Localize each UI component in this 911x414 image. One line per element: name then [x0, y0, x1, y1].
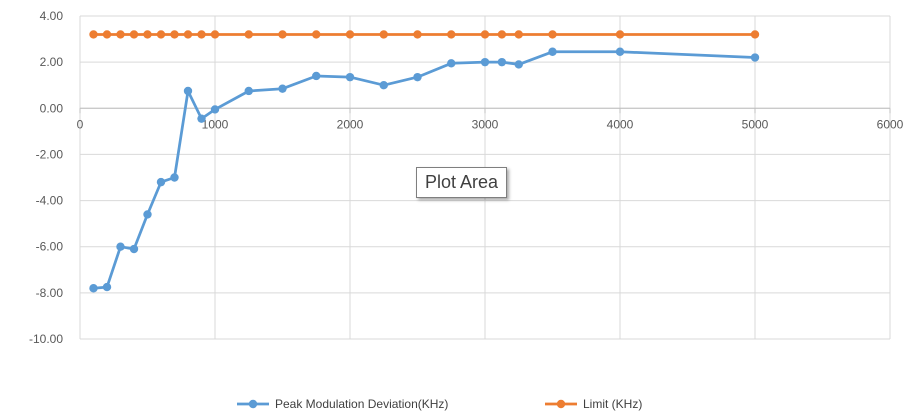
y-tick-label: -6.00 [36, 240, 64, 254]
x-tick-label: 6000 [877, 117, 904, 131]
x-axis: 0 1000 2000 3000 4000 5000 6000 [77, 107, 904, 131]
data-point [116, 242, 125, 251]
data-point [514, 60, 523, 69]
data-point [413, 72, 422, 82]
legend-marker-0 [248, 399, 258, 409]
data-point [156, 177, 166, 187]
data-point [183, 86, 193, 96]
data-point [413, 30, 422, 39]
y-tick-label: -8.00 [36, 286, 64, 300]
data-point [89, 30, 98, 39]
data-point [183, 30, 193, 39]
data-point [750, 53, 760, 62]
data-point [345, 72, 355, 82]
plot-area-tooltip: Plot Area [416, 167, 508, 198]
data-point [278, 30, 287, 39]
data-point [210, 105, 220, 114]
data-point [497, 30, 507, 39]
data-point [497, 57, 507, 67]
data-point [312, 71, 321, 81]
data-point [244, 30, 253, 39]
data-point [514, 30, 523, 39]
y-tick-label: -2.00 [36, 147, 64, 161]
legend-marker-1 [556, 399, 566, 409]
data-point [615, 47, 625, 56]
y-axis-tick-labels: 4.00 2.00 0.00 -2.00 -4.00 -6.00 -8.00 -10.00 [29, 9, 63, 346]
x-tick-label: 5000 [742, 117, 769, 131]
legend-label-1: Limit (KHz) [583, 397, 642, 411]
x-tick-label: 0 [77, 117, 84, 131]
data-point [750, 30, 760, 39]
legend: Peak Modulation Deviation(KHz) Limit (KHz… [237, 397, 642, 411]
data-point [548, 47, 557, 56]
y-tick-label: -10.00 [29, 332, 63, 346]
data-point [278, 84, 287, 93]
data-point [170, 30, 179, 39]
data-point [143, 210, 152, 219]
x-tick-label: 4000 [607, 117, 634, 131]
data-point [615, 30, 625, 39]
y-tick-label: 0.00 [40, 101, 64, 115]
y-tick-label: 4.00 [40, 9, 64, 23]
data-point [102, 282, 112, 292]
series-group [89, 30, 760, 293]
legend-label-0: Peak Modulation Deviation(KHz) [275, 397, 448, 411]
data-point [379, 81, 388, 90]
data-point [116, 30, 125, 39]
data-point [156, 30, 166, 39]
data-point [129, 30, 139, 39]
data-point [170, 173, 179, 182]
data-point [379, 30, 388, 39]
x-tick-label: 1000 [202, 117, 229, 131]
data-point [312, 30, 321, 39]
data-point [480, 30, 490, 39]
data-point [89, 284, 98, 293]
data-point [143, 30, 152, 39]
data-point [447, 59, 456, 68]
data-point [345, 30, 355, 39]
data-point [197, 30, 206, 39]
x-tick-label: 2000 [337, 117, 364, 131]
data-point [129, 244, 139, 254]
data-point [244, 86, 253, 96]
y-tick-label: 2.00 [40, 55, 64, 69]
y-tick-label: -4.00 [36, 194, 64, 208]
data-point [548, 30, 557, 39]
data-point [210, 30, 220, 39]
data-point [480, 57, 490, 67]
data-point [102, 30, 112, 39]
data-point [197, 114, 206, 123]
data-point [447, 30, 456, 39]
x-tick-label: 3000 [472, 117, 499, 131]
